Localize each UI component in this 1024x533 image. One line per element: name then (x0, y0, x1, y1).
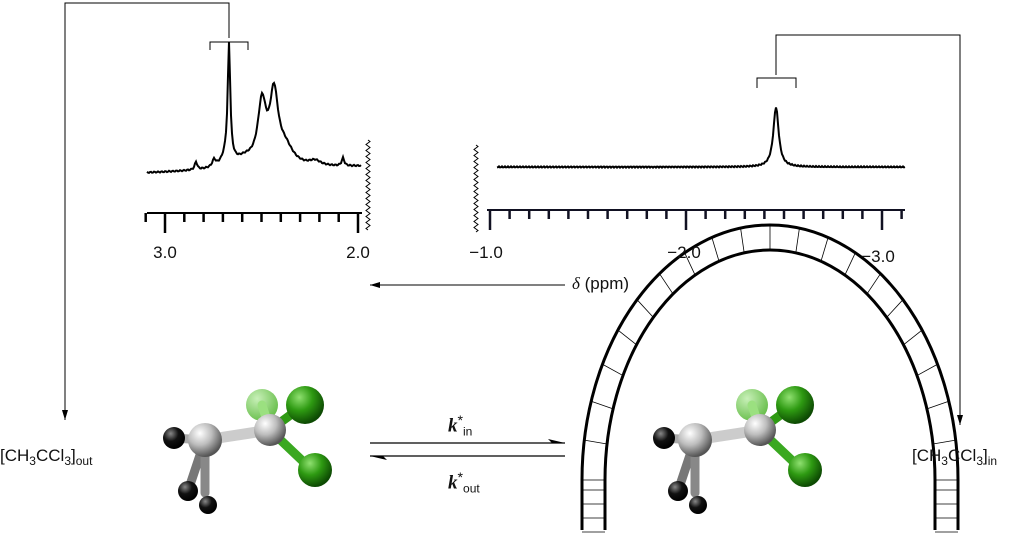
rate-out-label: k*out (448, 470, 480, 496)
hydrogen-atom (689, 496, 707, 514)
cage-strut (926, 400, 949, 410)
chlorine-atom (788, 453, 822, 487)
species-out-label: [CH3CCl3]out (0, 446, 93, 468)
cage-strut (916, 363, 938, 376)
cage-strut (932, 439, 956, 445)
chlorine-atom (286, 386, 324, 424)
rate-in-label: k*in (448, 413, 473, 439)
cage-strut (617, 329, 637, 346)
cage-strut (711, 237, 720, 262)
cage-strut (795, 228, 800, 253)
hydrogen-atom (163, 427, 185, 449)
cage-strut (820, 237, 829, 262)
axis-break-right (473, 144, 479, 233)
tick-label: −1.0 (469, 243, 503, 262)
molecule-in (653, 386, 822, 514)
tick-label: 3.0 (153, 243, 177, 262)
species-in-label: [CH3CCl3]in (912, 446, 998, 468)
molecule-out (163, 386, 332, 514)
hydrogen-atom (178, 481, 198, 501)
host-cage (580, 223, 960, 533)
cage-strut (740, 228, 745, 253)
cage-inner-wall (603, 248, 937, 530)
carbon-atom (678, 423, 712, 457)
cage-strut (602, 363, 624, 376)
cage-strut (636, 299, 654, 318)
connector-out (62, 2, 230, 420)
tick-label: −2.0 (667, 243, 701, 262)
cage-strut (866, 273, 881, 295)
axis-right (487, 209, 905, 230)
cage-strut (659, 273, 674, 295)
axis-break-left (365, 139, 371, 231)
chlorine-atom (298, 453, 332, 487)
carbon-atom (744, 414, 776, 446)
chlorine-atom (776, 386, 814, 424)
cage-strut (584, 439, 608, 445)
hydrogen-atom (668, 481, 688, 501)
tick-label: −3.0 (861, 247, 895, 266)
cage-strut (591, 400, 614, 410)
axis-left (144, 212, 362, 233)
cage-strut (684, 252, 696, 276)
spectrum-in (496, 107, 906, 169)
cage-strut (903, 329, 923, 346)
axis-label: δ (ppm) (572, 274, 630, 293)
hydrogen-atom (653, 427, 675, 449)
cage-strut (844, 252, 856, 276)
cage-strut (886, 299, 904, 318)
spectrum-out (146, 41, 362, 175)
bracket-in (756, 77, 797, 88)
carbon-atom (188, 423, 222, 457)
connector-in (775, 34, 963, 425)
cage-outer-wall (580, 223, 960, 530)
carbon-atom (254, 414, 286, 446)
hydrogen-atom (199, 496, 217, 514)
tick-label: 2.0 (346, 243, 370, 262)
